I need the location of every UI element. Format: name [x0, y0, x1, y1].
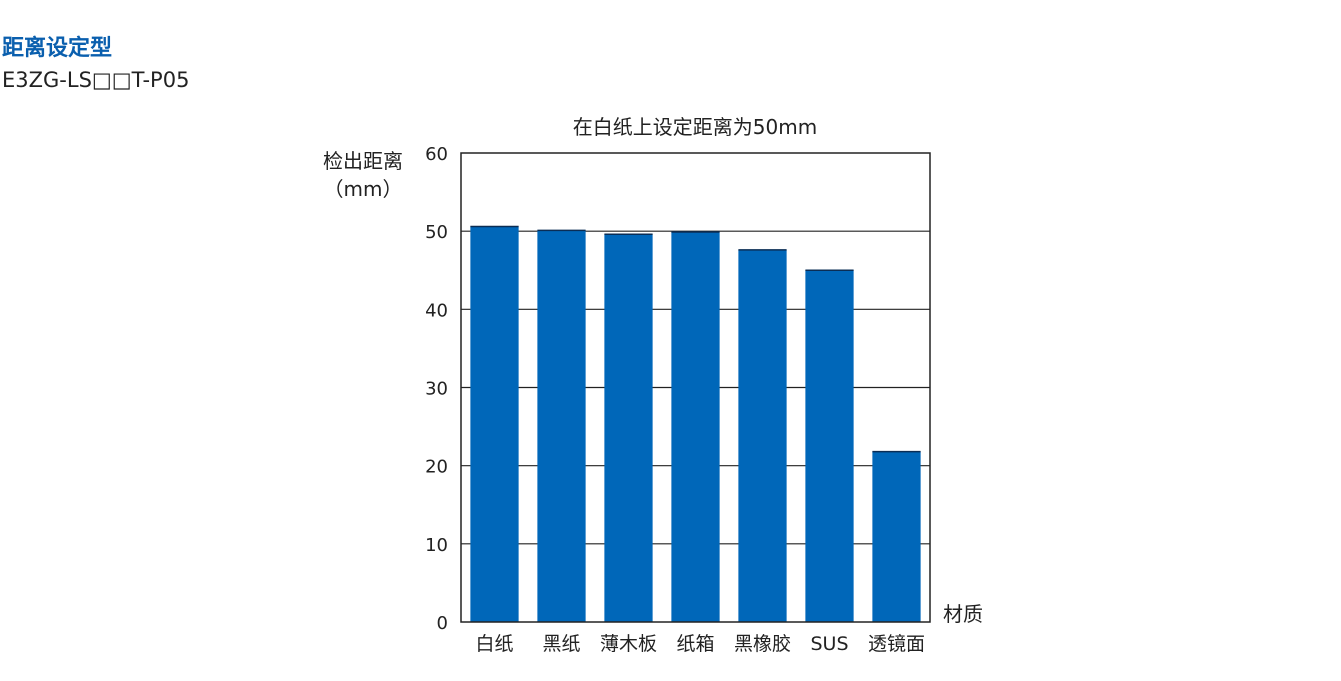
- x-tick-label: 薄木板: [600, 633, 657, 655]
- x-tick-label: 透镜面: [868, 633, 925, 655]
- y-tick-label: 50: [425, 222, 448, 243]
- x-tick-label: SUS: [810, 633, 848, 655]
- y-axis-label: 检出距离: [323, 149, 403, 173]
- y-tick-label: 30: [425, 379, 448, 400]
- y-tick-label: 40: [425, 300, 448, 321]
- y-tick-label: 10: [425, 535, 448, 556]
- plot-frame: [460, 152, 931, 623]
- y-tick-label: 60: [425, 144, 448, 165]
- x-axis-label: 材质: [943, 602, 983, 626]
- x-tick-label: 黑橡胶: [734, 633, 791, 655]
- x-tick-label: 黑纸: [542, 633, 580, 655]
- bar: [470, 226, 519, 622]
- y-axis-unit: （mm）: [324, 177, 403, 201]
- model-number: E3ZG-LS□□T-P05: [2, 68, 190, 92]
- x-tick-label: 白纸: [475, 633, 513, 655]
- y-tick-label: 0: [437, 613, 448, 634]
- chart-title: 在白纸上设定距离为50mm: [573, 115, 817, 139]
- bar: [805, 270, 854, 622]
- x-tick-label: 纸箱: [676, 633, 714, 655]
- y-tick-label: 20: [425, 457, 448, 478]
- bar: [604, 234, 653, 622]
- bar: [872, 451, 921, 622]
- bar: [671, 231, 720, 622]
- section-heading: 距离设定型: [2, 36, 113, 61]
- bar: [537, 230, 586, 622]
- bar: [738, 249, 787, 622]
